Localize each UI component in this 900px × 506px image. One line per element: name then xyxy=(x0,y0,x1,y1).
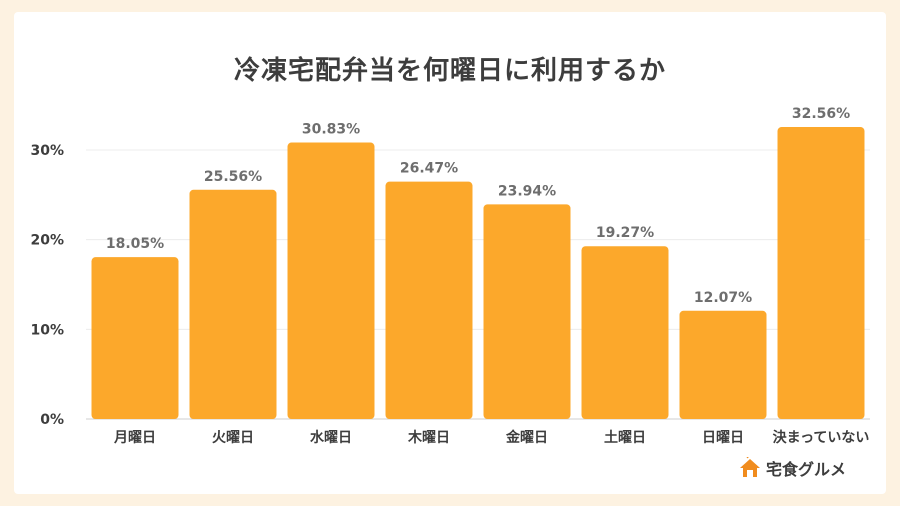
house-icon xyxy=(739,457,760,477)
bar xyxy=(777,127,865,419)
bar xyxy=(679,310,767,419)
bar xyxy=(385,181,473,419)
bar-chart: 0% 10% 20% 30% 18.05% 月曜日 25.56% 火曜日 30.83% 水曜日 26… xyxy=(30,106,870,446)
x-tick-label: 木曜日 xyxy=(407,429,450,446)
x-tick-label: 金曜日 xyxy=(505,429,548,446)
data-label: 25.56% xyxy=(204,169,262,185)
brand-name: 宅食グルメ xyxy=(765,460,846,479)
data-label: 26.47% xyxy=(400,161,458,177)
data-label: 18.05% xyxy=(106,236,164,252)
x-tick-label: 水曜日 xyxy=(310,429,352,446)
bar xyxy=(287,142,375,419)
y-tick-label: 0% xyxy=(40,412,64,428)
bar xyxy=(91,257,179,419)
data-label: 32.56% xyxy=(792,106,850,122)
x-tick-label: 土曜日 xyxy=(604,429,646,446)
y-tick-label: 20% xyxy=(30,233,64,249)
y-tick-label: 10% xyxy=(30,322,64,338)
bar xyxy=(189,189,277,419)
brand-logo[interactable]: 宅食グルメ xyxy=(738,456,846,480)
x-tick-label: 日曜日 xyxy=(702,430,744,446)
data-label: 19.27% xyxy=(596,225,654,241)
data-label: 30.83% xyxy=(302,122,360,138)
data-label: 23.94% xyxy=(498,183,556,199)
x-tick-label: 決まっていない xyxy=(773,429,870,446)
chart-card: 冷凍宅配弁当を何曜日に利用するか 0% 10% 20% 30% 18.05% 月曜日 25.… xyxy=(14,12,886,494)
x-tick-label: 火曜日 xyxy=(212,430,254,446)
y-tick-label: 30% xyxy=(30,143,64,159)
x-tick-label: 月曜日 xyxy=(113,430,156,446)
chart-title: 冷凍宅配弁当を何曜日に利用するか xyxy=(233,56,666,86)
bar xyxy=(581,246,669,419)
bar xyxy=(483,204,571,419)
data-label: 12.07% xyxy=(694,290,752,306)
